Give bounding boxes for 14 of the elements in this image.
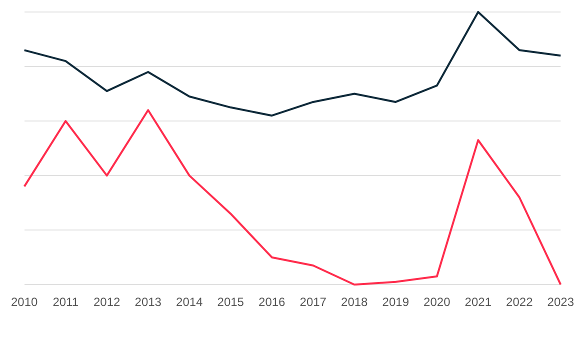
x-tick-label: 2015	[217, 295, 244, 310]
x-tick-label: 2012	[94, 295, 121, 310]
x-tick-label: 2019	[382, 295, 410, 310]
x-tick-label: 2020	[424, 295, 451, 310]
x-tick-label: 2018	[341, 295, 368, 310]
x-tick-label: 2022	[506, 295, 534, 310]
x-tick-label: 2011	[52, 295, 79, 310]
x-tick-label: 2017	[300, 295, 327, 310]
x-tick-label: 2016	[258, 295, 286, 310]
x-tick-label: 2023	[547, 295, 574, 310]
x-tick-label: 2010	[10, 295, 38, 310]
x-tick-label: 2021	[464, 295, 492, 310]
x-tick-label: 2014	[176, 295, 204, 310]
x-tick-label: 2013	[134, 295, 162, 310]
